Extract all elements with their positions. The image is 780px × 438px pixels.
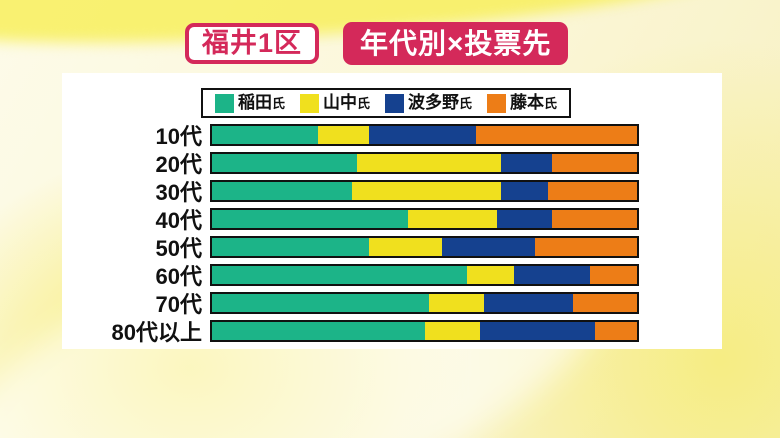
bar-segment	[318, 126, 370, 144]
legend-item: 藤本氏	[487, 93, 557, 113]
stacked-bar	[210, 236, 639, 258]
district-badge: 福井1区	[185, 23, 320, 64]
chart-rows: 10代 20代 30代 40代 50代 60代 70代 80代以上	[62, 124, 647, 345]
legend-item: 波多野氏	[385, 93, 472, 113]
chart-row: 10代	[62, 124, 647, 149]
chart-row: 60代	[62, 264, 647, 289]
category-label: 80代以上	[111, 320, 202, 345]
bar-segment	[369, 126, 476, 144]
bar-segment	[212, 210, 408, 228]
bar-segment	[594, 322, 637, 340]
bar-segment	[424, 322, 480, 340]
bar-segment	[475, 126, 637, 144]
category-label: 20代	[155, 152, 202, 177]
stacked-bar	[210, 152, 639, 174]
legend-color-chip	[487, 93, 507, 113]
bar-segment	[501, 154, 552, 172]
stacked-bar	[210, 264, 639, 286]
legend-color-chip	[385, 93, 404, 113]
chart-row: 40代	[62, 208, 647, 233]
bar-segment	[501, 182, 548, 200]
page-title: 年代別×投票先	[343, 22, 569, 65]
bar-segment	[573, 294, 637, 312]
bar-segment	[441, 238, 535, 256]
bar-segment	[552, 210, 637, 228]
legend-color-chip	[214, 93, 234, 113]
legend-label: 波多野氏	[408, 93, 473, 112]
chart-row: 20代	[62, 152, 647, 177]
bar-segment	[479, 322, 595, 340]
legend-item: 稲田氏	[214, 93, 285, 113]
stacked-bar	[210, 208, 639, 230]
stacked-bar	[210, 292, 639, 314]
stacked-bar	[210, 180, 639, 202]
chart-row: 70代	[62, 292, 647, 317]
category-label: 30代	[155, 180, 202, 205]
bar-segment	[407, 210, 497, 228]
bar-segment	[212, 126, 319, 144]
bar-segment	[369, 238, 442, 256]
bar-segment	[513, 266, 591, 284]
category-label: 40代	[155, 208, 202, 233]
legend-color-chip	[299, 93, 319, 113]
bar-segment	[212, 266, 467, 284]
bar-segment	[428, 294, 484, 312]
category-label: 60代	[155, 264, 202, 289]
stacked-bar	[210, 320, 639, 342]
legend-item: 山中氏	[299, 93, 370, 113]
bar-segment	[590, 266, 637, 284]
bar-segment	[547, 182, 637, 200]
bar-segment	[212, 294, 429, 312]
bar-segment	[356, 154, 501, 172]
bar-segment	[467, 266, 514, 284]
bar-segment	[212, 322, 425, 340]
legend-label: 藤本氏	[510, 93, 558, 112]
category-label: 10代	[155, 124, 202, 149]
stacked-bar	[210, 124, 639, 146]
category-label: 50代	[155, 236, 202, 261]
bar-segment	[352, 182, 501, 200]
bar-segment	[496, 210, 552, 228]
bar-segment	[212, 182, 353, 200]
chart-legend: 稲田氏 山中氏 波多野氏 藤本氏	[201, 88, 571, 118]
chart-row: 80代以上	[62, 320, 647, 345]
bar-segment	[535, 238, 637, 256]
bar-segment	[552, 154, 637, 172]
bar-segment	[212, 238, 370, 256]
bar-segment	[212, 154, 357, 172]
legend-label: 山中氏	[322, 93, 370, 112]
legend-label: 稲田氏	[237, 93, 285, 112]
category-label: 70代	[155, 292, 202, 317]
bar-segment	[484, 294, 574, 312]
chart-row: 30代	[62, 180, 647, 205]
chart-row: 50代	[62, 236, 647, 261]
